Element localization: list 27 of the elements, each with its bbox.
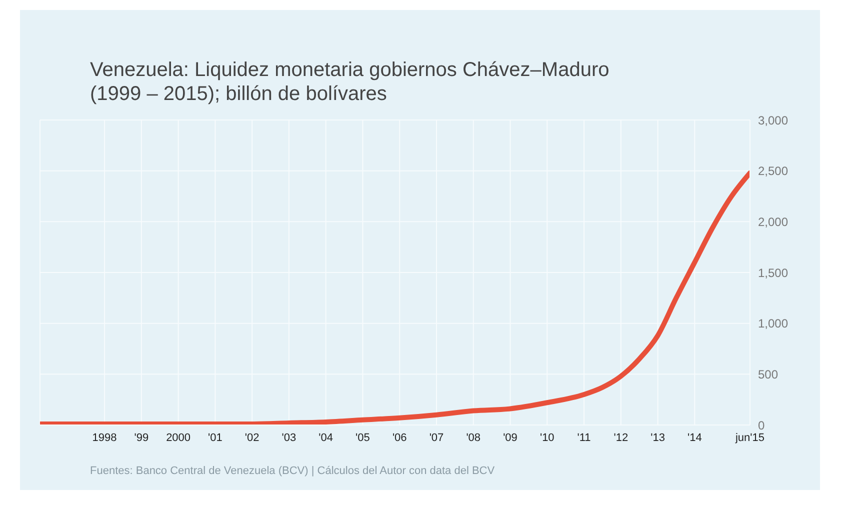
y-tick-label: 2,500 — [758, 164, 788, 178]
x-tick-label: '99 — [134, 432, 149, 444]
x-tick-label: 2000 — [166, 432, 191, 444]
chart-title: Venezuela: Liquidez monetaria gobiernos Chávez–Maduro (1999 – 2015); billón de bolívares — [90, 58, 610, 106]
x-tick-label: '10 — [540, 432, 554, 444]
x-tick-label: jun'15 — [734, 432, 765, 444]
y-tick-label: 1,000 — [758, 316, 788, 331]
x-tick-label: '14 — [688, 432, 702, 444]
x-tick-label: '02 — [244, 432, 260, 444]
x-tick-label: '03 — [282, 432, 296, 444]
x-tick-label: '12 — [614, 432, 628, 444]
x-tick-label: '09 — [503, 432, 518, 444]
x-tick-label: '11 — [577, 432, 591, 444]
x-tick-label: '04 — [318, 432, 334, 444]
y-tick-label: 1,500 — [758, 266, 788, 280]
y-tick-label: 3,000 — [758, 113, 788, 128]
x-tick-label: '13 — [650, 432, 665, 444]
x-tick-label: '07 — [429, 432, 444, 444]
x-tick-label: '05 — [356, 432, 370, 444]
y-tick-label: 500 — [758, 367, 778, 382]
source-note: Fuentes: Banco Central de Venezuela (BCV) | Cálculos del Autor con data del BCV — [90, 465, 495, 477]
y-tick-label: 0 — [758, 418, 765, 432]
x-tick-label: '01 — [208, 432, 222, 444]
x-tick-label: '08 — [466, 432, 481, 444]
x-tick-label: 1998 — [92, 432, 117, 444]
y-tick-label: 2,000 — [758, 214, 788, 229]
x-tick-label: '06 — [392, 432, 407, 444]
